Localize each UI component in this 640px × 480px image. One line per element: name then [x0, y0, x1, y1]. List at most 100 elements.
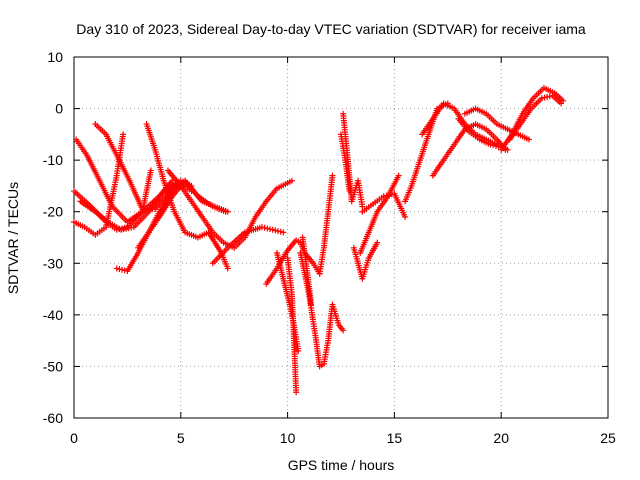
x-axis-label: GPS time / hours [288, 457, 395, 473]
series-track-17 [359, 190, 409, 220]
series-track-24 [419, 100, 500, 148]
track-segment [312, 334, 323, 368]
track-segment [244, 224, 263, 235]
track-segment [127, 179, 145, 211]
x-tick-label: 10 [280, 430, 296, 446]
track-segment [420, 117, 435, 136]
track-segment [366, 241, 380, 260]
track-segment [200, 215, 215, 234]
track-segment [289, 293, 297, 342]
series-track-13 [284, 255, 300, 396]
track-segment [518, 107, 533, 126]
track-segment [474, 122, 488, 132]
track-segment [152, 149, 167, 182]
data-point [269, 226, 276, 233]
track-segment [403, 185, 414, 203]
track-segment [485, 127, 499, 141]
track-segment [114, 154, 132, 182]
track-segment [97, 179, 115, 208]
x-tick-label: 0 [70, 430, 78, 446]
data-point [147, 167, 154, 174]
track-segment [321, 211, 331, 249]
track-segment [83, 225, 97, 237]
series-track-23 [506, 92, 565, 143]
y-tick-label: -40 [43, 307, 63, 323]
track-segment [532, 86, 546, 100]
data-point [525, 136, 532, 143]
data-point [288, 177, 295, 184]
track-segment [214, 204, 229, 214]
track-segment [125, 252, 140, 272]
data-point [258, 224, 265, 231]
series-track-27 [350, 239, 381, 282]
track-segment [474, 132, 488, 142]
track-segment [553, 91, 565, 103]
track-segment [506, 127, 520, 137]
track-segment [189, 200, 204, 218]
track-segment [84, 154, 102, 182]
data-point [359, 203, 366, 210]
track-segment [517, 132, 530, 142]
track-segment [372, 194, 385, 206]
track-segment [211, 246, 230, 265]
track-segment [79, 199, 97, 214]
track-segment [104, 133, 119, 156]
track-segment [74, 138, 89, 157]
data-point [402, 213, 409, 220]
track-segment [147, 215, 162, 234]
track-segment [157, 195, 175, 218]
series-track-19 [402, 100, 451, 205]
track-segment [111, 205, 129, 224]
track-segment [417, 133, 431, 161]
data-point [120, 131, 127, 138]
track-segment [342, 159, 353, 192]
track-segment [485, 112, 499, 126]
track-segment [351, 247, 361, 265]
track-segment [304, 267, 314, 306]
track-segment [136, 231, 151, 249]
x-tick-label: 20 [493, 430, 509, 446]
track-segment [197, 230, 210, 240]
track-segment [375, 195, 390, 213]
track-segment [464, 106, 477, 116]
data-point [558, 100, 565, 107]
track-segment [179, 184, 194, 203]
track-segment [409, 159, 423, 187]
track-segment [226, 230, 247, 250]
y-tick-label: -30 [43, 255, 63, 271]
track-segment [126, 210, 144, 224]
track-segment [431, 159, 446, 177]
data-point [280, 229, 287, 236]
y-tick-label: 10 [47, 49, 63, 65]
data-point [493, 141, 500, 148]
y-tick-label: 0 [55, 101, 63, 117]
chart-title: Day 310 of 2023, Sidereal Day-to-day VTE… [76, 21, 586, 37]
track-segment [144, 123, 158, 151]
track-segment [284, 257, 295, 295]
y-tick-label: -50 [43, 358, 63, 374]
track-segment [452, 128, 467, 146]
track-segment [541, 93, 553, 101]
y-tick-label: -20 [43, 204, 63, 220]
track-segment [274, 252, 286, 280]
track-segment [206, 231, 224, 255]
track-segment [172, 210, 187, 234]
series-track-11 [263, 237, 323, 287]
track-segment [211, 231, 225, 244]
data-point [374, 239, 381, 246]
series-track-16 [340, 110, 366, 210]
series-track-28 [461, 105, 532, 143]
track-segment [441, 143, 456, 162]
track-segment [286, 238, 298, 252]
data-point [295, 347, 302, 354]
series-track-15 [316, 172, 336, 277]
y-tick-label: -10 [43, 152, 63, 168]
series-track-18 [357, 172, 402, 256]
track-segment [337, 323, 345, 332]
track-segment [452, 107, 467, 126]
series-track-3 [73, 136, 154, 226]
track-segment [361, 202, 374, 214]
track-segment [496, 122, 509, 132]
x-tick-label: 15 [387, 430, 403, 446]
data-point [538, 95, 545, 102]
